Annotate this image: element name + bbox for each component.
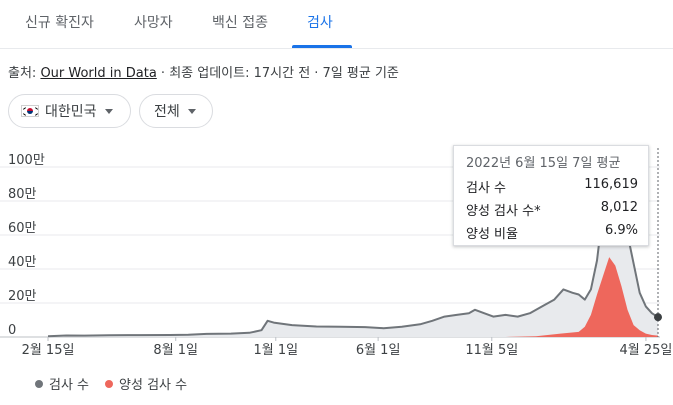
tab-testing[interactable]: 검사 [307, 15, 333, 31]
legend-dot [35, 379, 43, 388]
y-tick-label: 40만 [8, 255, 37, 270]
y-tick-label: 60만 [8, 221, 37, 236]
testing-chart[interactable]: 100만 80만 60만 40만 20만 0 2월 15일 8월 1일 1월 1일 6월 1일 1… [0, 140, 673, 365]
tooltip-row-label: 검사 수 [466, 181, 507, 196]
y-tick-label: 80만 [8, 187, 37, 202]
source-suffix: · 최종 업데이트: 17시간 전 · 7일 평균 기준 [156, 66, 399, 81]
tooltip-row-label: 양성 검사 수* [466, 204, 541, 219]
country-filter-chip[interactable]: 대한민국 [8, 94, 131, 128]
scope-filter-chip[interactable]: 전체 [139, 94, 213, 128]
legend-item-positive[interactable]: 양성 검사 수 [105, 374, 187, 393]
tooltip-row-label: 양성 비율 [466, 227, 518, 242]
south-korea-flag-icon [21, 105, 39, 117]
chart-legend: 검사 수 양성 검사 수 [35, 374, 203, 393]
legend-label: 양성 검사 수 [119, 378, 188, 393]
x-tick-label: 1월 1일 [253, 343, 298, 358]
hover-point [654, 313, 662, 322]
chevron-down-icon [187, 108, 196, 114]
scope-filter-label: 전체 [154, 104, 180, 120]
tab-deaths[interactable]: 사망자 [134, 15, 173, 31]
x-tick-label: 11월 5일 [465, 343, 518, 358]
tooltip-row-value: 8,012 [600, 200, 638, 215]
tooltip-row-positive: 양성 검사 수* 8,012 [466, 200, 638, 220]
tooltip-row-value: 116,619 [584, 177, 638, 192]
tooltip-row-value: 6.9% [604, 223, 638, 238]
country-filter-label: 대한민국 [45, 104, 97, 120]
tab-vaccinations[interactable]: 백신 접종 [212, 15, 268, 31]
source-line: 출처: Our World in Data · 최종 업데이트: 17시간 전 … [8, 62, 399, 81]
legend-item-tests[interactable]: 검사 수 [35, 374, 89, 393]
legend-label: 검사 수 [49, 378, 90, 393]
y-tick-label: 100만 [8, 153, 45, 168]
positive-tests-area [48, 257, 658, 337]
tooltip-title: 2022년 6월 15일 7일 평균 [466, 156, 621, 171]
tooltip-row-tests: 검사 수 116,619 [466, 177, 638, 197]
tab-new-cases[interactable]: 신규 확진자 [25, 15, 94, 31]
tab-bar: 신규 확진자 사망자 백신 접종 검사 [0, 0, 673, 49]
x-tick-label: 6월 1일 [356, 343, 401, 358]
x-tick-label: 2월 15일 [22, 343, 75, 358]
tooltip-row-positive-rate: 양성 비율 6.9% [466, 223, 638, 243]
source-link[interactable]: Our World in Data [40, 66, 157, 81]
y-tick-label: 0 [8, 323, 16, 338]
legend-dot [105, 379, 114, 388]
y-tick-label: 20만 [8, 289, 37, 304]
active-tab-indicator [292, 45, 352, 48]
x-tick-label: 4월 25일 [619, 343, 672, 358]
chevron-down-icon [104, 108, 113, 114]
x-tick-label: 8월 1일 [153, 343, 198, 358]
source-prefix: 출처: [8, 66, 41, 81]
chart-tooltip: 2022년 6월 15일 7일 평균 검사 수 116,619 양성 검사 수*… [453, 145, 649, 246]
